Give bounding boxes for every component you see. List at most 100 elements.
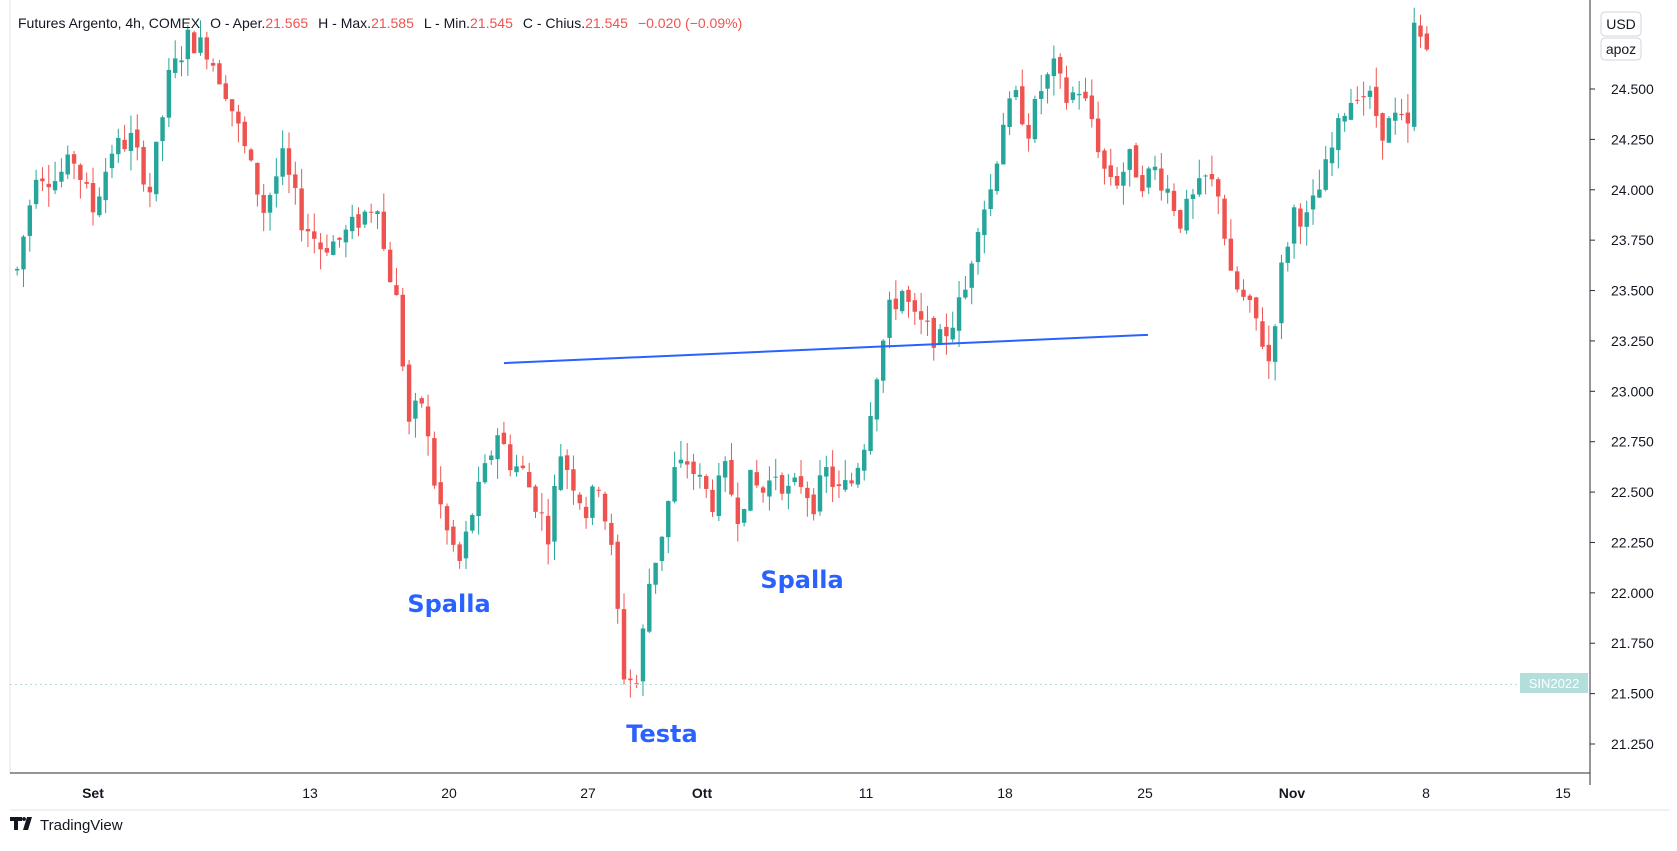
y-tick-label: 22.000 [1611,585,1654,601]
candle [90,167,96,226]
candle [1386,116,1392,144]
candle [1228,219,1234,271]
candle [703,474,709,498]
candle [387,241,393,283]
candle [375,210,380,229]
scale-button[interactable]: apoz [1600,37,1642,61]
candle [1304,200,1309,246]
candle [1253,296,1259,331]
candle [609,513,614,556]
price-axis: 24.500 24.250 24.000 23.750 23.500 23.250 23.0… [1590,81,1654,752]
candle [217,59,222,85]
x-tick-label: 18 [997,785,1013,801]
candle [312,213,317,254]
candle [286,132,292,194]
candle [1342,112,1347,132]
annotation-testa[interactable]: Testa [626,720,697,748]
candle [1178,209,1183,233]
candle [242,116,247,154]
candle [1121,162,1126,205]
candle [849,472,854,487]
candle [653,562,658,594]
candle [27,199,33,252]
legend-close-value: 21.545 [585,15,628,31]
candle [773,458,778,491]
y-tick-label: 24.250 [1611,131,1654,147]
candle [855,462,861,488]
candle [463,520,469,569]
y-tick-label: 24.500 [1611,81,1654,97]
candle [956,281,962,347]
candle [40,167,45,192]
candle [198,20,203,56]
candle [1140,165,1145,198]
currency-button[interactable]: USD [1600,11,1642,37]
candle [349,204,355,240]
currency-button-label: USD [1606,16,1636,32]
overlays: Spalla Testa Spalla [10,333,1590,748]
candle [1317,169,1322,198]
candle [103,158,108,214]
candle [1348,88,1354,121]
candle [571,455,576,505]
candle [46,164,51,207]
candle [368,203,374,223]
candle [97,187,102,218]
candle [154,141,159,202]
y-tick-label: 22.500 [1611,484,1654,500]
candle [1222,194,1227,246]
candle [1266,325,1272,379]
candle [419,396,424,408]
candle [545,498,551,565]
candle [1057,53,1063,89]
candle [109,144,115,179]
candle [1001,112,1006,165]
legend-open-label: O - Aper. [210,15,265,31]
candle [495,428,500,479]
candle [128,115,134,171]
x-tick-label: 15 [1555,785,1571,801]
candle [937,323,943,346]
candle [425,394,431,456]
y-tick-label: 21.250 [1611,736,1654,752]
candle [514,454,519,477]
candle [141,140,146,192]
candle [735,482,741,542]
neckline-trendline[interactable] [503,333,1149,365]
candles [14,7,1430,698]
candle [874,377,880,432]
candle [1393,97,1398,135]
candle [362,209,368,228]
candle [1064,65,1069,110]
candle [1159,153,1164,201]
candle [267,192,273,231]
annotation-spalla[interactable]: Spalla [760,566,843,594]
candle [666,500,671,554]
candle [204,31,210,70]
candle [1127,148,1132,187]
candle [931,315,936,361]
candle [1285,242,1290,272]
candle [1026,113,1031,152]
candle [811,488,816,521]
candle [805,481,810,517]
candle [862,444,867,481]
candle [324,234,330,256]
candle [476,466,481,535]
candle [963,276,968,300]
candle [1310,179,1316,225]
candle [767,466,772,511]
x-tick-label: Nov [1279,785,1306,801]
x-tick-label: 20 [441,785,457,801]
candle [406,359,412,435]
candle [672,451,677,504]
candle [1298,203,1303,245]
annotation-spalla[interactable]: Spalla [407,590,490,618]
y-tick-label: 21.750 [1611,635,1654,651]
candle [84,172,89,189]
brand[interactable]: TradingView [10,817,123,834]
y-tick-label: 23.000 [1611,383,1654,399]
candle [1241,279,1246,301]
